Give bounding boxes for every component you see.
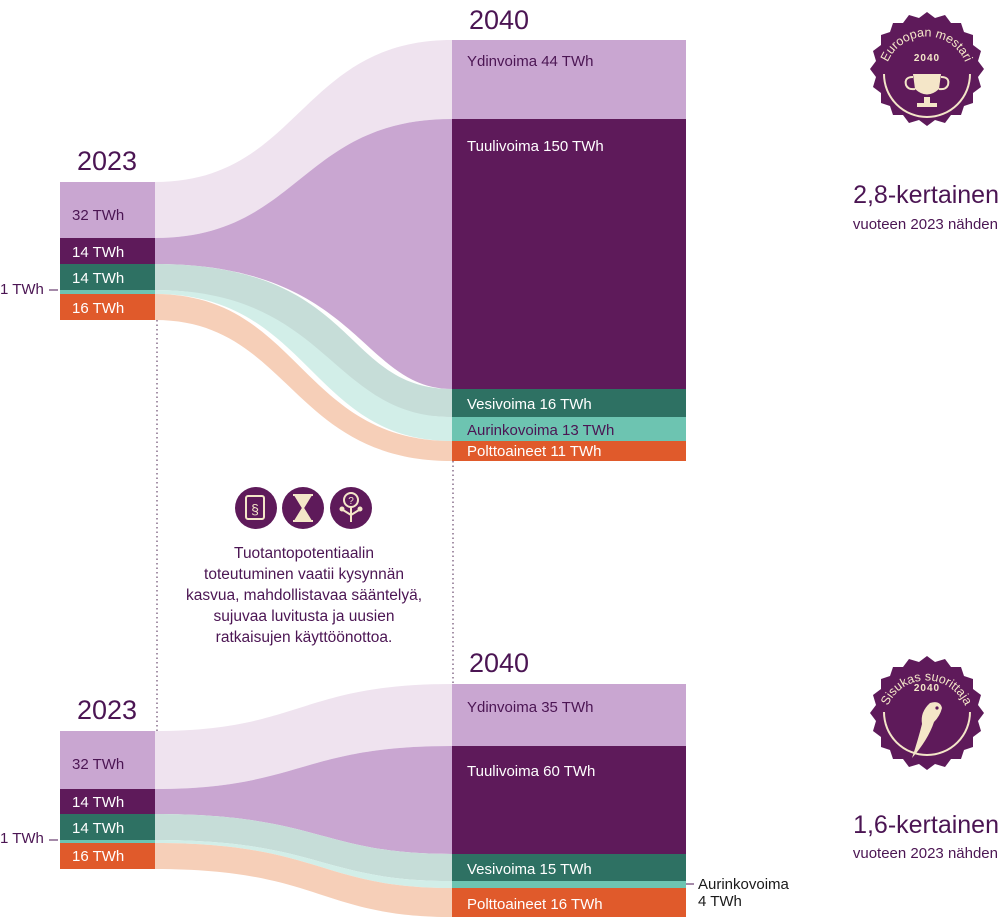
top-flow-nuclear bbox=[155, 40, 452, 238]
top-2040-bar-solar bbox=[452, 417, 686, 441]
bottom-sankey: 2023 2040 32 TWh 14 TWh 14 TWh 16 TWh 1 … bbox=[0, 648, 790, 917]
top-2040-label-fuels: Polttoaineet 11 TWh bbox=[467, 443, 602, 460]
middle-text-line: Tuotantopotentiaalin bbox=[234, 545, 374, 562]
top-2040-label-hydro: Vesivoima 16 TWh bbox=[467, 396, 592, 413]
bottom-2040-label-fuels: Polttoaineet 16 TWh bbox=[467, 896, 603, 913]
law-book-icon: § bbox=[235, 487, 277, 529]
bottom-side-label-solar: 1 TWh bbox=[0, 830, 44, 847]
badge-year: 2040 bbox=[914, 683, 940, 694]
bottom-2040-bar-hydro bbox=[452, 854, 686, 881]
law-book-glyph: § bbox=[251, 501, 259, 517]
middle-text: Tuotantopotentiaalin toteutuminen vaatii… bbox=[186, 545, 422, 646]
bottom-flow-hydro bbox=[155, 814, 452, 881]
bottom-multiplier-sub: vuoteen 2023 nähden bbox=[853, 845, 998, 862]
top-flow-wind bbox=[155, 119, 452, 389]
bottom-2023-label-nuclear: 32 TWh bbox=[72, 756, 124, 773]
bottom-solar-callout-value: 4 TWh bbox=[698, 893, 742, 910]
top-2023-label-wind: 14 TWh bbox=[72, 244, 124, 261]
bottom-2023-bar-nuclear bbox=[60, 731, 155, 789]
bottom-2040-bar-wind bbox=[452, 746, 686, 854]
top-2023-label-hydro: 14 TWh bbox=[72, 270, 124, 287]
top-2040-label-solar: Aurinkovoima 13 TWh bbox=[467, 422, 614, 439]
badge-arc bbox=[883, 73, 971, 118]
badge-arc bbox=[883, 711, 971, 756]
bottom-flow-fuels bbox=[155, 843, 452, 917]
bottom-2023-bar-fuels bbox=[60, 843, 155, 869]
top-2023-bar-fuels bbox=[60, 294, 155, 320]
idea-tree-icon: ? bbox=[330, 487, 372, 529]
top-2023-label-fuels: 16 TWh bbox=[72, 300, 124, 317]
middle-text-line: ratkaisujen käyttöönottoa. bbox=[216, 629, 393, 646]
top-sankey: 2023 2040 32 TWh 14 TWh 14 TWh 16 TWh 1 … bbox=[0, 5, 686, 461]
top-year-2023: 2023 bbox=[77, 146, 137, 176]
bottom-2040-bar-nuclear bbox=[452, 684, 686, 746]
top-2040-label-nuclear: Ydinvoima 44 TWh bbox=[467, 53, 593, 70]
bottom-flow-wind bbox=[155, 746, 452, 854]
middle-icons: § ? bbox=[235, 487, 372, 529]
top-flow-fuels bbox=[155, 294, 452, 461]
bottom-2040-bar-solar bbox=[452, 881, 686, 888]
top-2040-bar-wind bbox=[452, 119, 686, 389]
bottom-2040-label-wind: Tuulivoima 60 TWh bbox=[467, 763, 595, 780]
top-year-2040: 2040 bbox=[469, 5, 529, 35]
bottom-year-2040: 2040 bbox=[469, 648, 529, 678]
middle-text-line: sujuvaa luvitusta ja uusien bbox=[214, 608, 395, 625]
top-2023-bar-nuclear bbox=[60, 182, 155, 238]
top-2040-label-wind: Tuulivoima 150 TWh bbox=[467, 138, 604, 155]
bottom-2040-label-hydro: Vesivoima 15 TWh bbox=[467, 861, 592, 878]
hourglass-icon bbox=[282, 487, 324, 529]
top-2040-bar-hydro bbox=[452, 389, 686, 417]
badge-year: 2040 bbox=[914, 53, 940, 64]
top-2040-bar-nuclear bbox=[452, 40, 686, 119]
idea-tree-glyph: ? bbox=[348, 496, 354, 507]
bottom-solar-callout-name: Aurinkovoima bbox=[698, 876, 790, 893]
bottom-flow-solar bbox=[155, 840, 452, 888]
bottom-2023-label-fuels: 16 TWh bbox=[72, 848, 124, 865]
badge-persistent-performer: Sisukas suorittaja 2040 bbox=[870, 656, 984, 770]
top-2023-bar-hydro bbox=[60, 264, 155, 290]
bottom-2040-bar-fuels bbox=[452, 888, 686, 917]
bottom-multiplier: 1,6-kertainen bbox=[853, 811, 999, 839]
middle-text-line: kasvua, mahdollistavaa sääntelyä, bbox=[186, 587, 422, 604]
bottom-2023-bar-wind bbox=[60, 789, 155, 814]
top-2023-bar-solar bbox=[60, 290, 155, 294]
top-2040-bar-fuels bbox=[452, 441, 686, 461]
bird-icon bbox=[912, 702, 942, 758]
bottom-2023-bar-solar bbox=[60, 840, 155, 843]
top-2023-label-nuclear: 32 TWh bbox=[72, 207, 124, 224]
bottom-year-2023: 2023 bbox=[77, 695, 137, 725]
badge-european-champion: Euroopan mestari 2040 bbox=[870, 12, 984, 126]
bottom-2023-label-wind: 14 TWh bbox=[72, 794, 124, 811]
top-multiplier: 2,8-kertainen bbox=[853, 181, 999, 209]
trophy-icon bbox=[904, 74, 950, 107]
badge-seal bbox=[870, 12, 984, 126]
top-side-label-solar: 1 TWh bbox=[0, 281, 44, 298]
top-2023-bar-wind bbox=[60, 238, 155, 264]
top-multiplier-sub: vuoteen 2023 nähden bbox=[853, 216, 998, 233]
middle-text-line: toteutuminen vaatii kysynnän bbox=[204, 566, 404, 583]
bottom-2023-label-hydro: 14 TWh bbox=[72, 820, 124, 837]
bottom-2040-label-nuclear: Ydinvoima 35 TWh bbox=[467, 699, 593, 716]
bottom-flow-nuclear bbox=[155, 684, 452, 789]
top-flow-solar bbox=[155, 290, 452, 441]
bottom-2023-bar-hydro bbox=[60, 814, 155, 840]
